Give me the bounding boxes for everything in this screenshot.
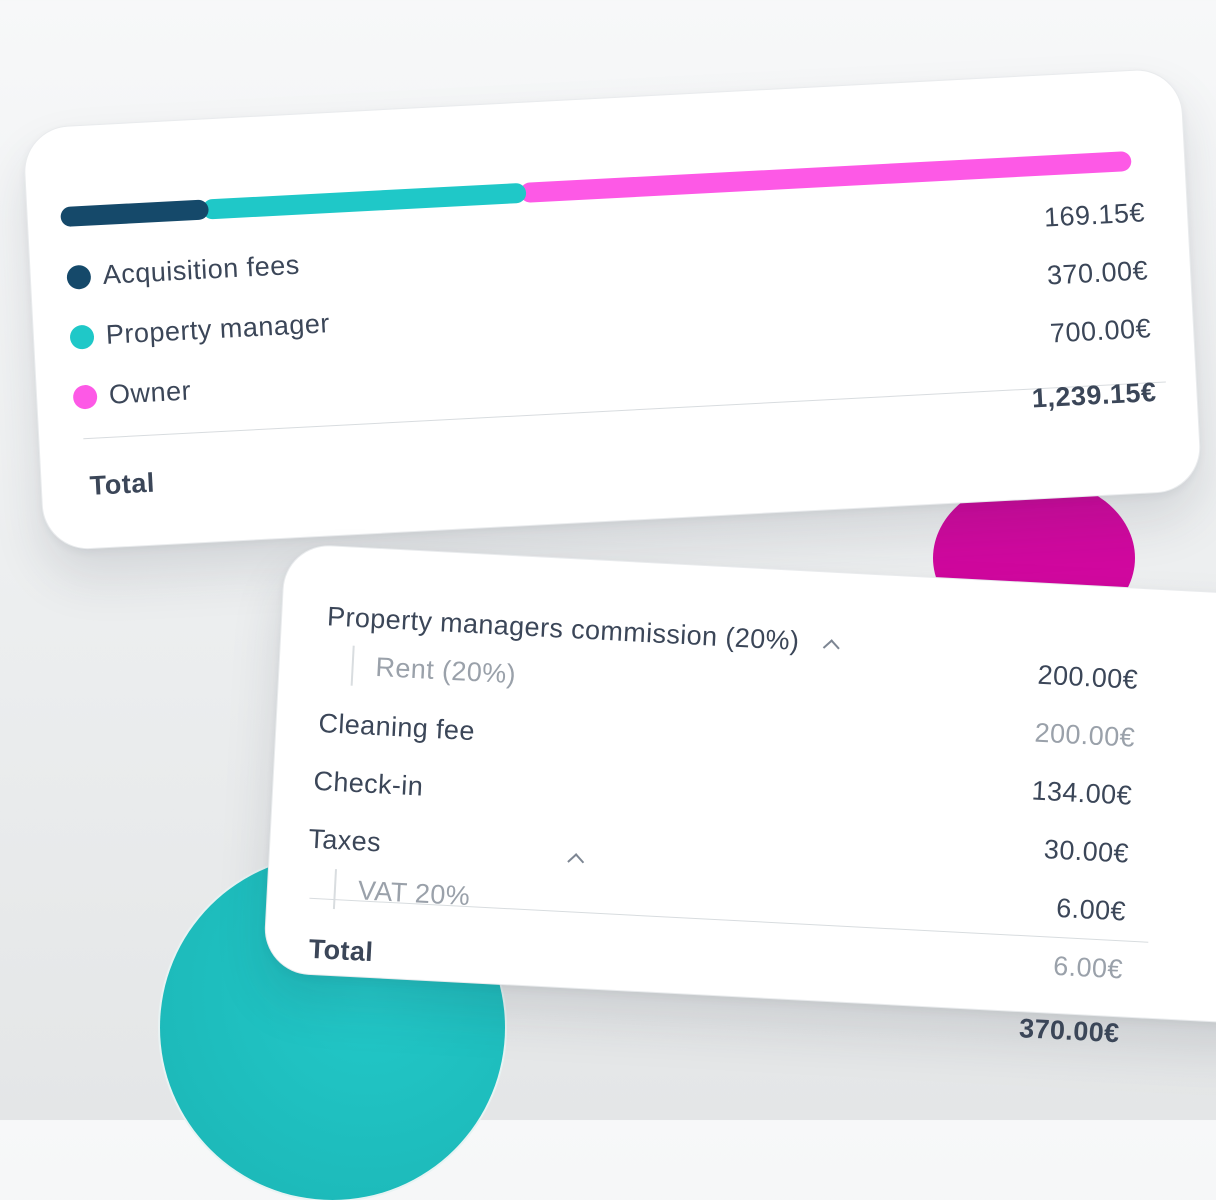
rent-subitem: Rent (20%): [350, 645, 518, 695]
rent-label: Rent (20%): [374, 651, 517, 690]
legend-label: Property manager: [105, 308, 331, 350]
divider: [309, 897, 1149, 943]
commission-total-label: Total: [308, 933, 374, 968]
bar-segment-acquisition-fees: [60, 199, 209, 228]
property-manager-dot: [69, 324, 95, 350]
bar-segment-property-manager: [201, 182, 527, 220]
divider: [83, 381, 1166, 440]
cleaning-fee-label: Cleaning fee: [317, 708, 476, 747]
check-in-label: Check-in: [312, 765, 424, 802]
check-in-row: Check-in: [313, 766, 424, 803]
legend-item-owner: Owner: [72, 375, 192, 413]
payout-breakdown-card: Acquisition fees Property manager Owner …: [22, 67, 1203, 552]
total-label: Total: [89, 467, 156, 501]
cleaning-fee-amount: 134.00€: [1030, 775, 1133, 811]
check-in-amount: 30.00€: [1043, 834, 1130, 869]
taxes-row[interactable]: Taxes: [308, 824, 382, 859]
owner-dot: [72, 383, 98, 410]
chevron-up-icon[interactable]: [822, 639, 840, 657]
total-amount: 1,239.15€: [1031, 377, 1158, 414]
payout-distribution-bar: [60, 150, 1144, 228]
commission-details-card: Property managers commission (20%) Rent …: [262, 543, 1216, 1048]
vat-subitem: VAT 20%: [332, 869, 472, 917]
legend-item-property-manager: Property manager: [69, 308, 331, 353]
chevron-up-icon[interactable]: [567, 853, 585, 871]
legend-item-acquisition-fees: Acquisition fees: [66, 250, 300, 293]
legend-label: Owner: [108, 375, 192, 410]
acquisition-fees-amount: 169.15€: [1043, 197, 1146, 233]
acquisition-fees-dot: [66, 264, 92, 290]
rent-amount: 200.00€: [1033, 717, 1136, 753]
bar-segment-owner: [519, 151, 1132, 204]
legend-label: Acquisition fees: [102, 249, 301, 290]
pm-commission-amount: 200.00€: [1036, 659, 1139, 695]
property-manager-amount: 370.00€: [1046, 255, 1149, 291]
taxes-amount: 6.00€: [1055, 892, 1127, 927]
commission-total-amount: 370.00€: [1018, 1013, 1121, 1049]
vat-amount: 6.00€: [1052, 950, 1124, 985]
owner-amount: 700.00€: [1049, 313, 1152, 349]
taxes-label: Taxes: [307, 823, 382, 858]
cleaning-fee-row: Cleaning fee: [318, 708, 476, 747]
